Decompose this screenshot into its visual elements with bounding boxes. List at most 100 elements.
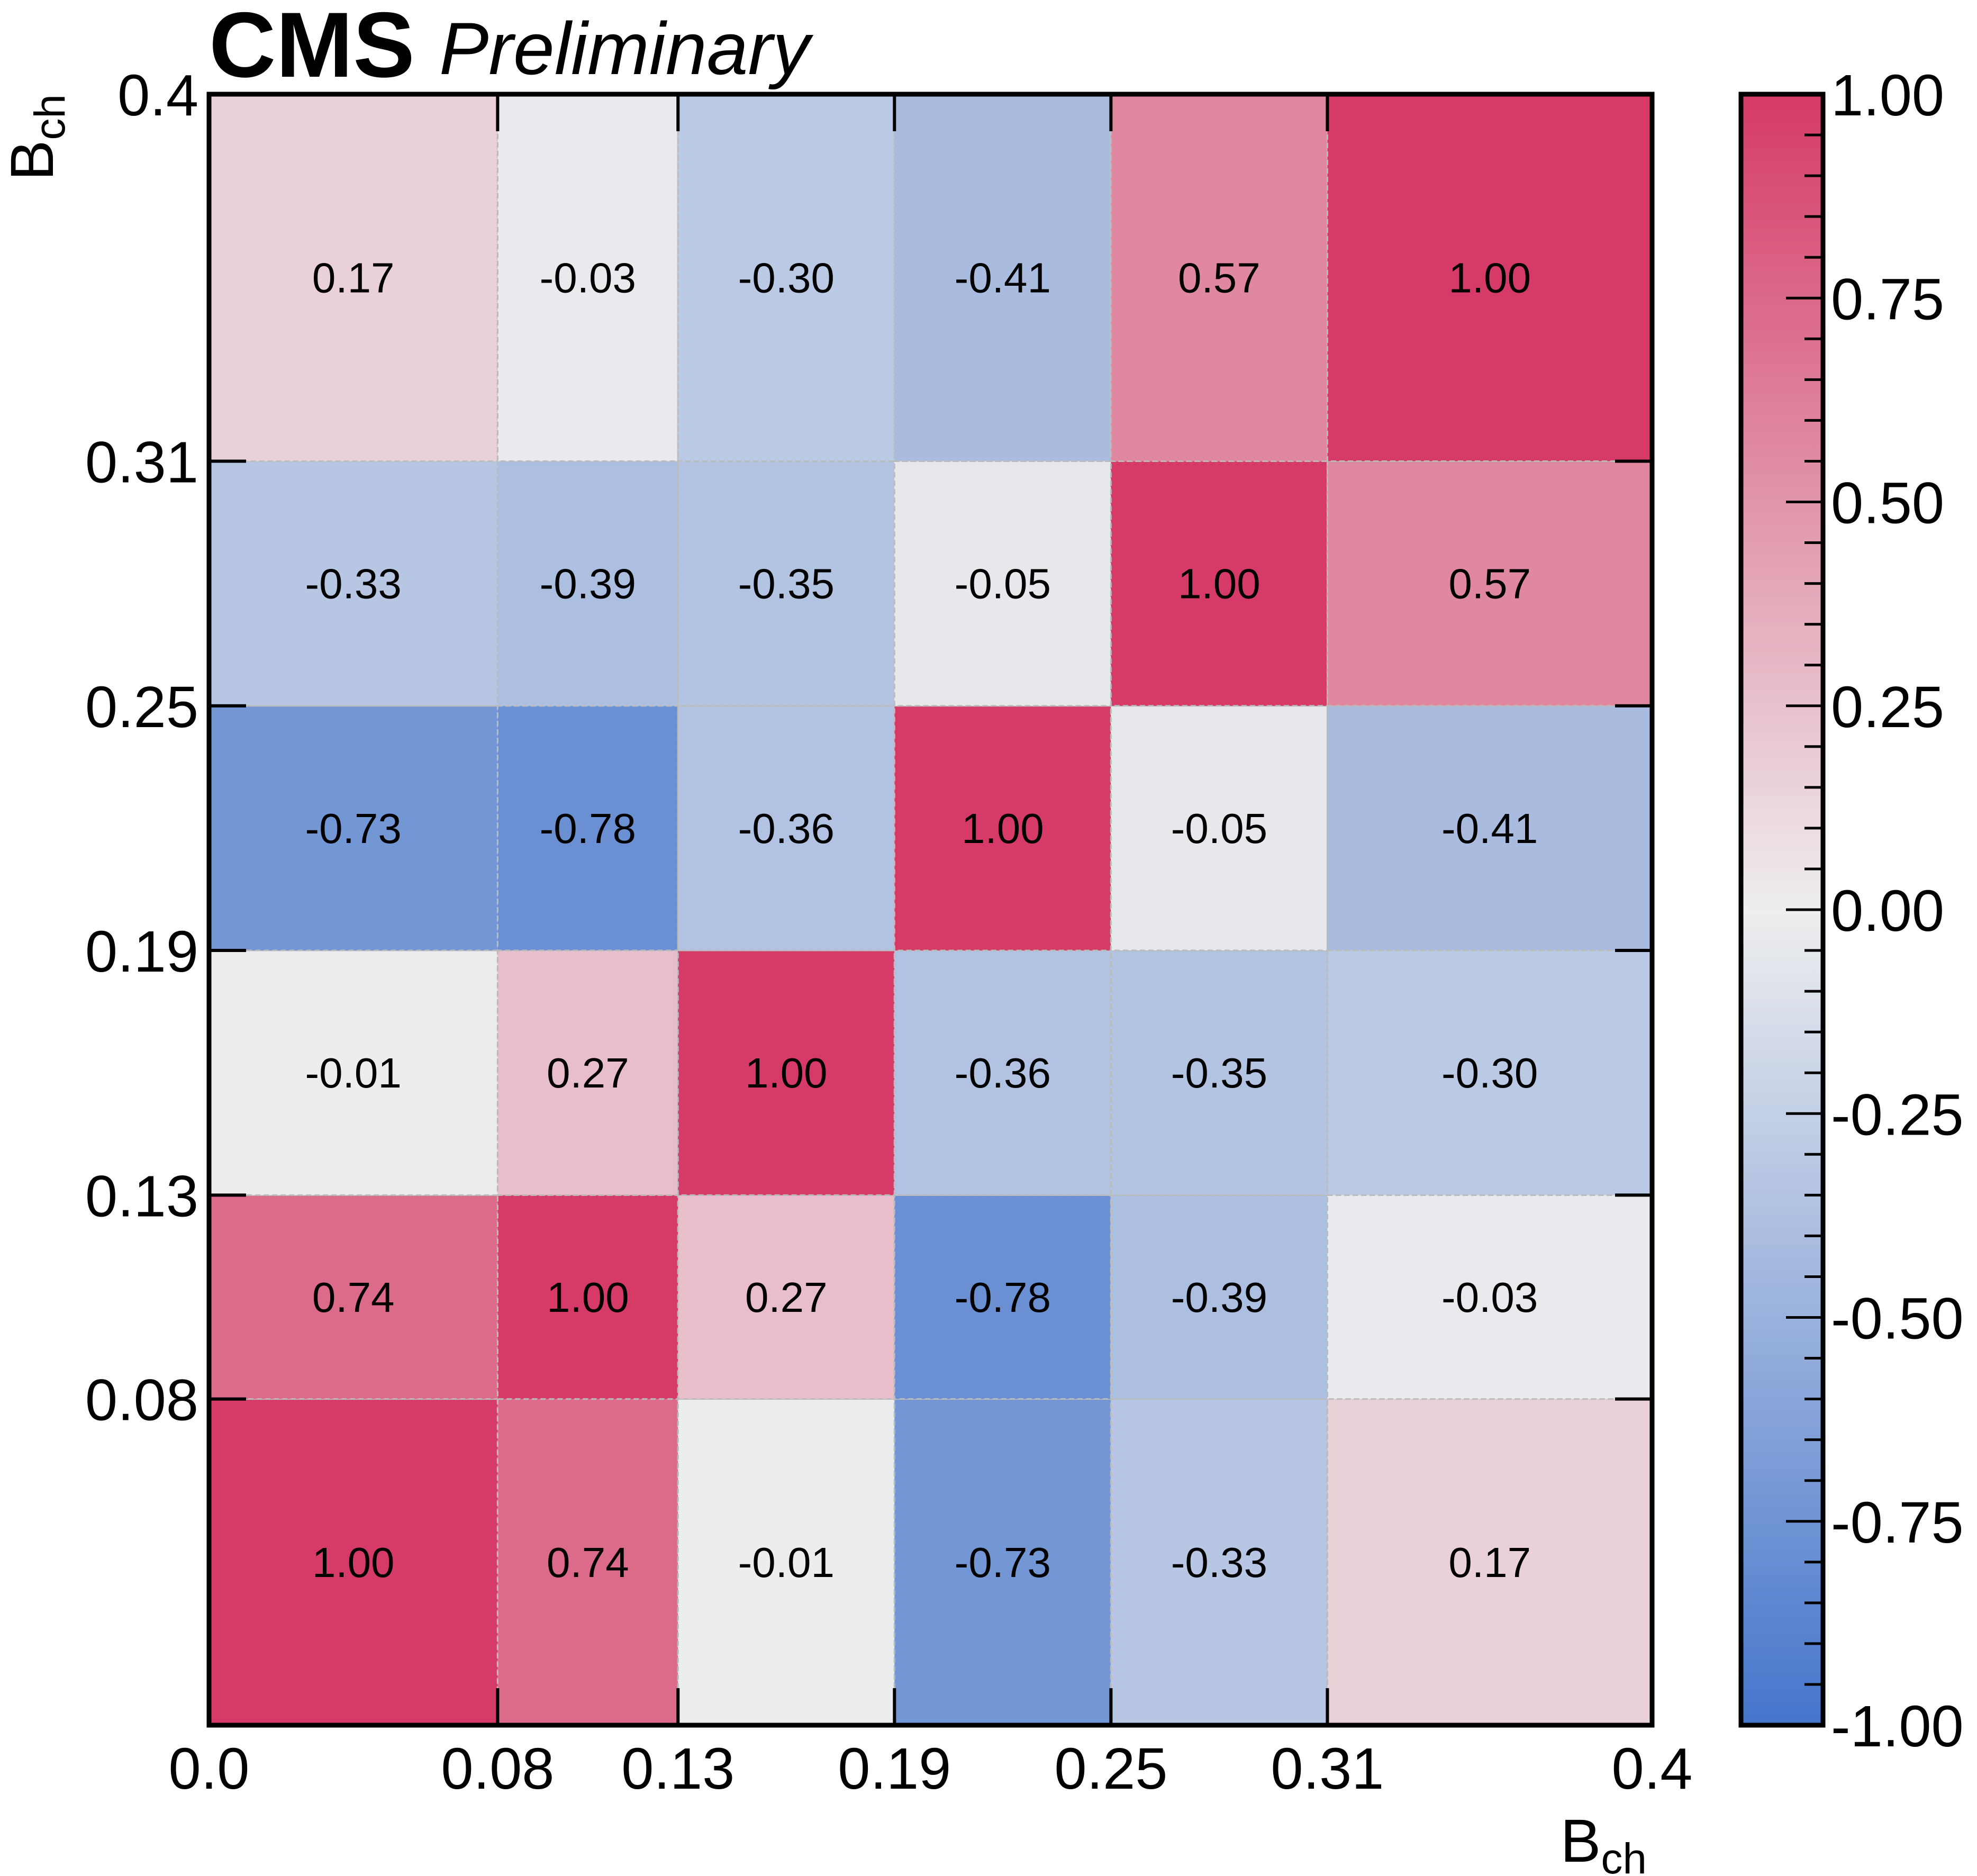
cell-value-label: -0.41 <box>1441 805 1538 852</box>
x-tick-label: 0.08 <box>441 1736 554 1801</box>
x-tick-label: 0.0 <box>169 1736 250 1801</box>
cell-value-label: -0.73 <box>955 1539 1051 1586</box>
cell-value-label: 0.74 <box>312 1274 395 1321</box>
heatmap-cell <box>1326 1194 1653 1400</box>
cell-value-label: -0.35 <box>738 560 835 608</box>
status-label: Preliminary <box>439 7 814 90</box>
cell-value-label: 1.00 <box>547 1274 629 1321</box>
heatmap-cell <box>677 1398 895 1726</box>
y-tick-label: 0.19 <box>85 919 198 984</box>
heatmap-cell <box>496 460 679 707</box>
y-tick-label: 0.08 <box>85 1368 198 1433</box>
colorbar-tick-label: 0.25 <box>1831 675 1944 740</box>
cell-value-label: 1.00 <box>1448 255 1531 302</box>
colorbar-tick-label: 1.00 <box>1831 63 1944 128</box>
cell-value-label: -0.01 <box>305 1049 402 1096</box>
colorbar-tick-labels: 1.00 0.75 0.50 0.25 0.00 -0.25 -0.50 -0.75 -1.00 <box>1831 63 1964 1759</box>
cell-value-label: -0.36 <box>955 1049 1051 1096</box>
x-tick-label: 0.31 <box>1271 1736 1384 1801</box>
cell-value-label: -0.35 <box>1171 1049 1267 1096</box>
cell-value-label: 0.57 <box>1448 560 1531 608</box>
heatmap-cell <box>677 705 895 951</box>
cell-value-label: 0.17 <box>1448 1539 1531 1586</box>
y-tick-label: 0.13 <box>85 1164 198 1229</box>
cell-value-label: 0.17 <box>312 255 395 302</box>
colorbar-tick-label: 0.75 <box>1831 267 1944 332</box>
colorbar-tick-label: -0.75 <box>1831 1490 1964 1555</box>
cell-value-label: -0.01 <box>738 1539 835 1586</box>
heatmap-cell <box>208 1398 498 1726</box>
cell-value-label: -0.78 <box>540 805 636 852</box>
heatmap-cell <box>208 705 498 951</box>
cell-value-label: -0.03 <box>1441 1274 1538 1321</box>
colorbar-tick-label: -1.00 <box>1831 1694 1964 1759</box>
heatmap-cell <box>208 949 498 1196</box>
heatmap-cell <box>893 1398 1112 1726</box>
cell-value-label: -0.39 <box>1171 1274 1267 1321</box>
x-axis-title-sub: ch <box>1601 1835 1647 1876</box>
colorbar-tick-label: 0.50 <box>1831 471 1944 536</box>
cell-value-label: -0.73 <box>305 805 402 852</box>
cell-value-label: 1.00 <box>312 1539 395 1586</box>
heatmap-cell <box>1326 460 1653 707</box>
cell-value-label: 0.27 <box>745 1274 828 1321</box>
y-axis-title-main: B <box>0 140 66 181</box>
y-axis-tick-labels: 0.08 0.13 0.19 0.25 0.31 0.4 <box>85 63 198 1433</box>
x-tick-label: 0.4 <box>1612 1736 1693 1801</box>
heatmap-cell <box>1110 1398 1328 1726</box>
x-tick-label: 0.13 <box>621 1736 734 1801</box>
y-tick-label: 0.31 <box>85 430 198 495</box>
colorbar-tick-label: 0.00 <box>1831 878 1944 944</box>
x-axis-title-main: B <box>1561 1807 1601 1875</box>
heatmap-cell <box>496 1398 679 1726</box>
heatmap-cell <box>208 93 498 462</box>
y-axis-title-sub: ch <box>26 94 74 140</box>
heatmap-cell <box>496 1194 679 1400</box>
cell-value-label: 0.74 <box>547 1539 629 1586</box>
colorbar-tick-label: -0.25 <box>1831 1082 1964 1147</box>
heatmap-cell <box>1326 949 1653 1196</box>
cell-value-label: 0.57 <box>1178 255 1260 302</box>
heatmap-cell <box>893 949 1112 1196</box>
heatmap-cell <box>893 93 1112 462</box>
cell-value-label: -0.30 <box>738 255 835 302</box>
experiment-label: CMS <box>209 0 415 97</box>
x-axis-title: Bch <box>1561 1807 1647 1876</box>
heatmap-cell <box>677 460 895 707</box>
heatmap-cell <box>1326 93 1653 462</box>
x-axis-tick-labels: 0.0 0.08 0.13 0.19 0.25 0.31 0.4 <box>169 1736 1693 1801</box>
cell-value-label: 1.00 <box>962 805 1044 852</box>
cell-value-label: -0.30 <box>1441 1049 1538 1096</box>
cell-value-label: -0.33 <box>1171 1539 1267 1586</box>
heatmap-cell <box>1110 460 1328 707</box>
cell-value-label: -0.36 <box>738 805 835 852</box>
cell-value-label: 1.00 <box>745 1049 828 1096</box>
heatmap-cell <box>496 93 679 462</box>
heatmap-cell <box>893 705 1112 951</box>
heatmap-cells <box>208 93 1653 1726</box>
heatmap-cell <box>1110 705 1328 951</box>
x-tick-label: 0.19 <box>838 1736 951 1801</box>
heatmap-value-labels: 1.00 0.74 -0.01 -0.73 -0.33 0.17 0.74 1.00 0.27 -… <box>305 255 1538 1586</box>
heatmap-cell <box>1110 949 1328 1196</box>
cell-value-label: 1.00 <box>1178 560 1260 608</box>
cell-value-label: -0.39 <box>540 560 636 608</box>
heatmap-cell <box>893 460 1112 707</box>
y-tick-label: 0.25 <box>85 675 198 740</box>
heatmap-cell <box>1326 1398 1653 1726</box>
cell-value-label: 0.27 <box>547 1049 629 1096</box>
heatmap-cell <box>496 949 679 1196</box>
cell-value-label: -0.05 <box>1171 805 1267 852</box>
heatmap-cell <box>677 1194 895 1400</box>
colorbar-frame <box>1738 92 1826 1728</box>
heatmap-cell <box>1110 93 1328 462</box>
cell-value-label: -0.03 <box>540 255 636 302</box>
heatmap-cell <box>496 705 679 951</box>
colorbar-tick-label: -0.50 <box>1831 1286 1964 1352</box>
y-tick-label: 0.4 <box>117 63 198 128</box>
cell-value-label: -0.78 <box>955 1274 1051 1321</box>
cell-value-label: -0.33 <box>305 560 402 608</box>
cell-value-label: -0.05 <box>955 560 1051 608</box>
header: CMS Preliminary <box>209 0 814 97</box>
